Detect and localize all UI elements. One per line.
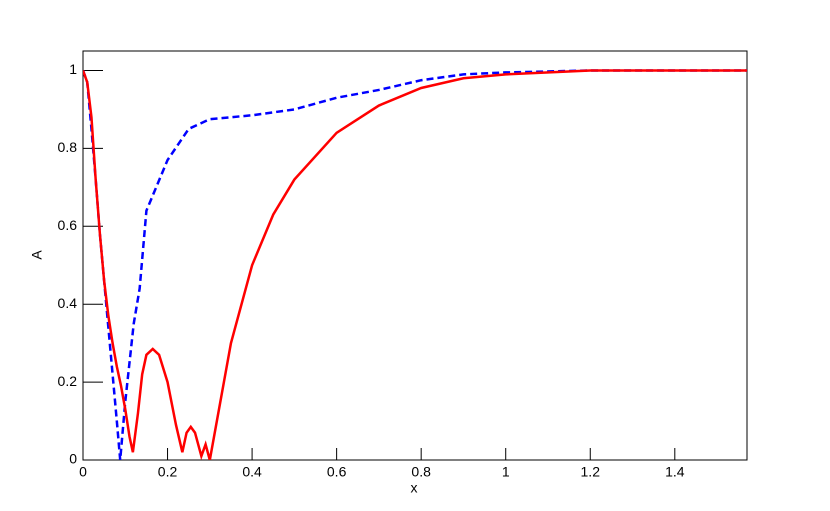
- x-tick-label: 0: [79, 464, 87, 480]
- x-axis-title: x: [411, 480, 418, 496]
- y-tick-label: 0: [69, 451, 77, 467]
- x-tick-label: 0.2: [158, 464, 178, 480]
- plot-frame: [82, 50, 748, 461]
- y-tick-label: 0.2: [58, 373, 78, 389]
- x-tick-label: 1.2: [581, 464, 601, 480]
- series-line: [83, 69, 747, 460]
- x-tick-label: 0.4: [242, 464, 262, 480]
- y-tick-label: 0.6: [58, 217, 78, 233]
- x-tick-label: 1: [502, 464, 510, 480]
- series-line: [83, 69, 747, 460]
- x-tick-label: 0.6: [327, 464, 347, 480]
- y-axis-title: A: [29, 250, 45, 260]
- x-tick-label: 1.4: [665, 464, 685, 480]
- x-tick-label: 0.8: [411, 464, 431, 480]
- y-tick-label: 0.4: [58, 295, 78, 311]
- y-tick-label: 0.8: [58, 139, 78, 155]
- y-tick-label: 1: [69, 61, 77, 77]
